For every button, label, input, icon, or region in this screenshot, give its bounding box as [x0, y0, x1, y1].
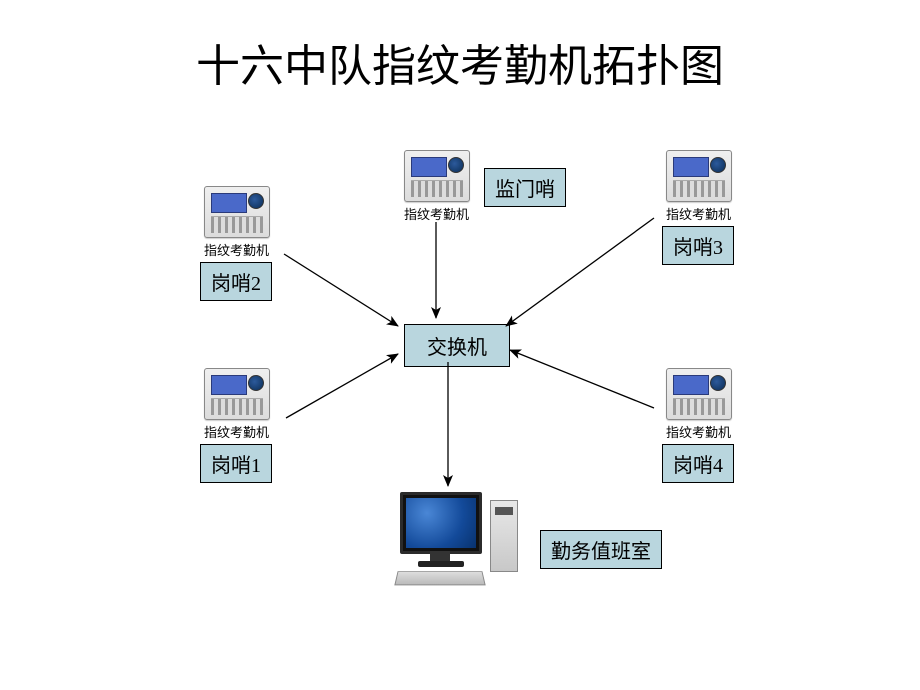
fingerprint-device-icon	[666, 150, 732, 202]
fingerprint-device-icon	[204, 186, 270, 238]
computer-icon	[392, 488, 522, 588]
fingerprint-device-icon	[404, 150, 470, 202]
fingerprint-device-icon	[666, 368, 732, 420]
device-caption: 指纹考勤机	[204, 422, 269, 441]
label-duty-room: 勤务值班室	[540, 530, 662, 569]
fingerprint-device-icon	[204, 368, 270, 420]
label-post4: 岗哨4	[662, 444, 734, 483]
label-post3: 岗哨3	[662, 226, 734, 265]
device-caption: 指纹考勤机	[204, 240, 269, 259]
switch-node: 交换机	[404, 324, 510, 367]
label-gate-monitor: 监门哨	[484, 168, 566, 207]
device-caption: 指纹考勤机	[404, 204, 469, 223]
label-post1: 岗哨1	[200, 444, 272, 483]
label-post2: 岗哨2	[200, 262, 272, 301]
device-caption: 指纹考勤机	[666, 204, 731, 223]
device-caption: 指纹考勤机	[666, 422, 731, 441]
page-title: 十六中队指纹考勤机拓扑图	[0, 30, 920, 94]
